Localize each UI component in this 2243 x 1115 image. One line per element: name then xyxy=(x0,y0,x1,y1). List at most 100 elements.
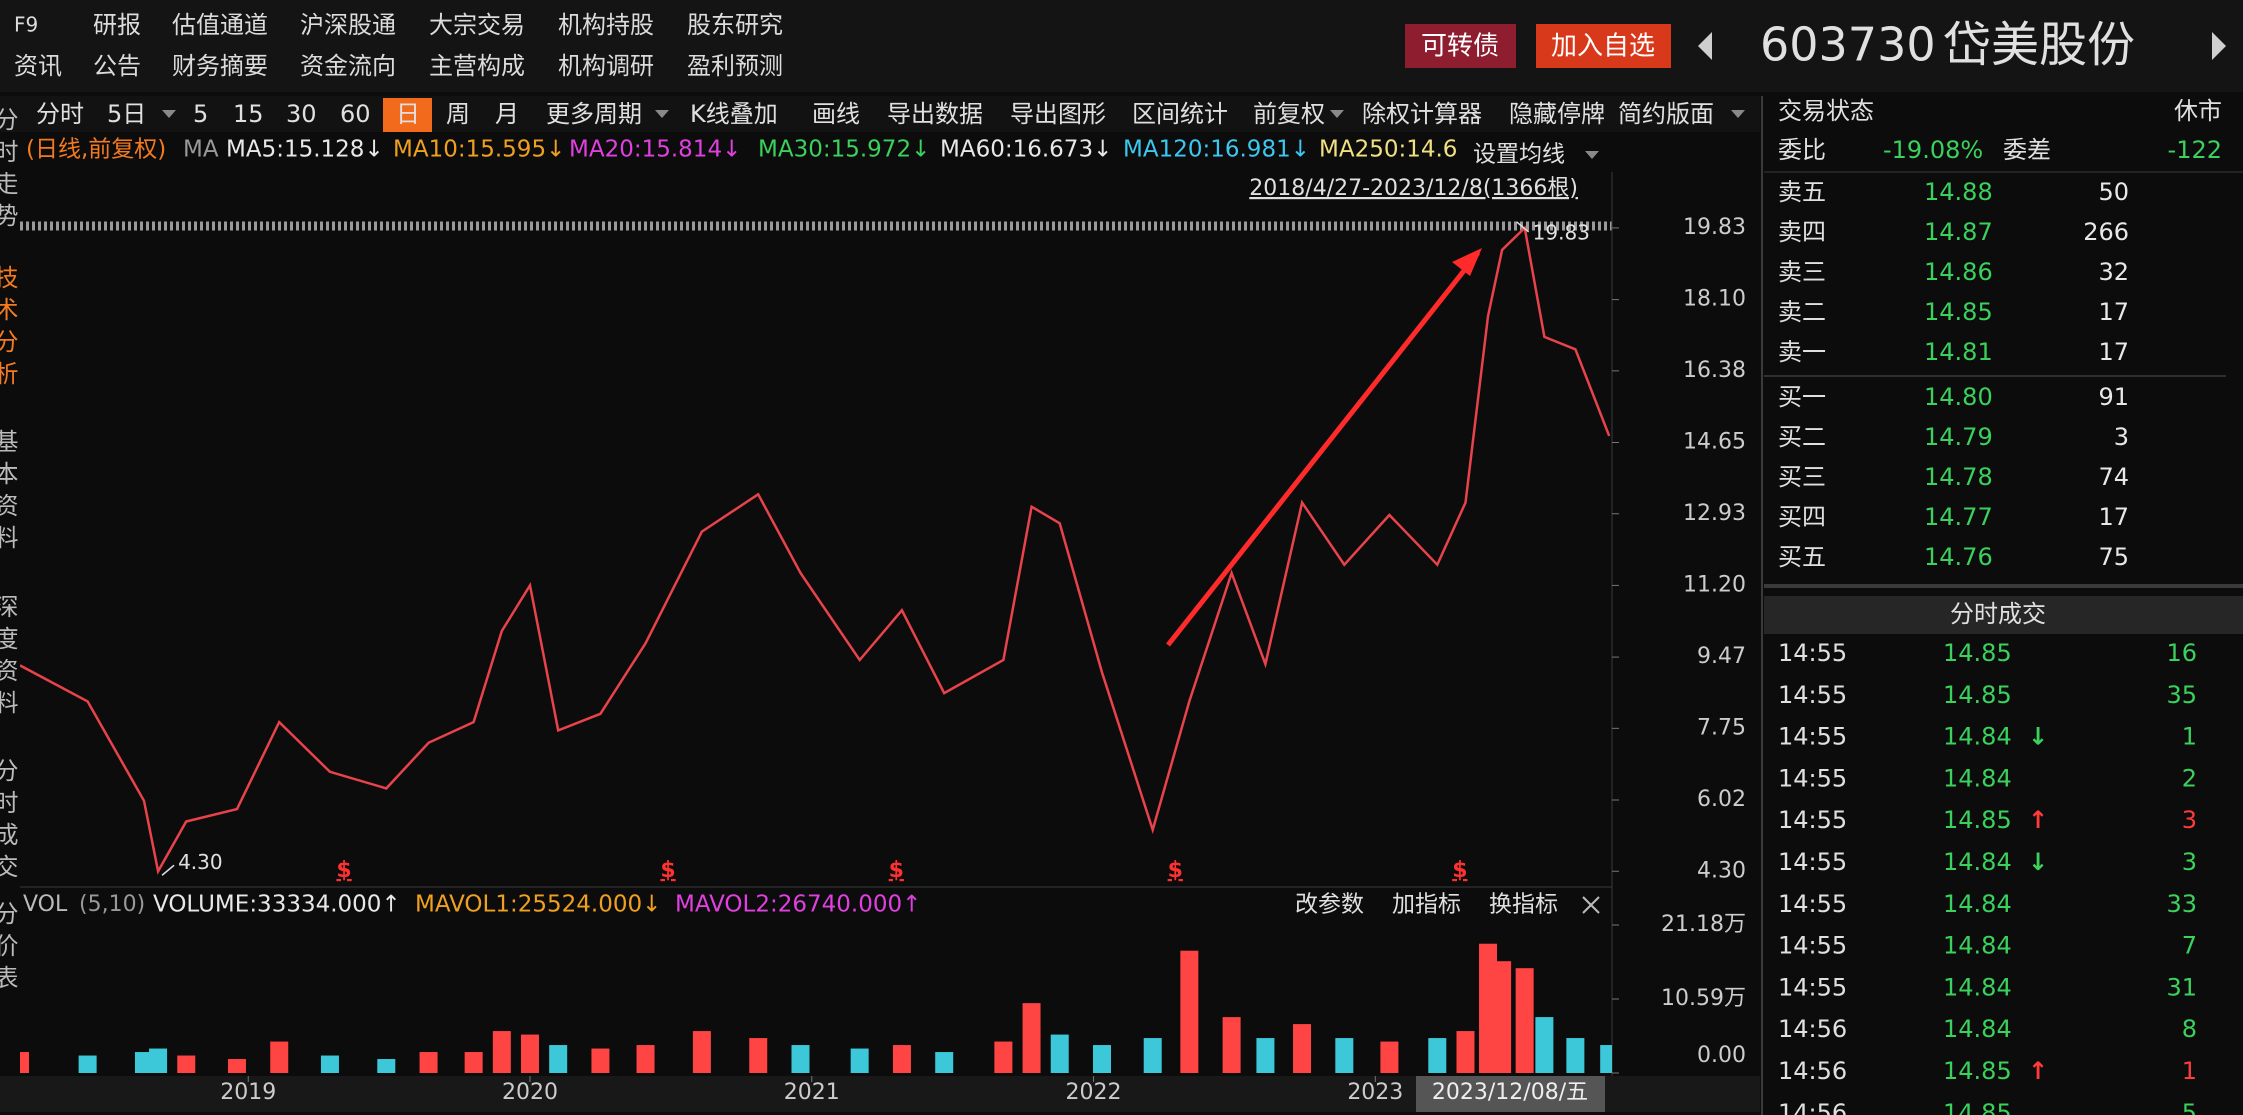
cursor-date: 2023/12/08/五 xyxy=(1432,1080,1588,1105)
convertible-bond-button[interactable] xyxy=(1405,24,1516,68)
toolbar-item[interactable]: 5日 xyxy=(107,100,146,128)
toolbar-item[interactable]: 周 xyxy=(446,100,470,128)
ma-value: MA60:16.673↓ xyxy=(940,137,1112,163)
ma-setting[interactable]: 设置均线 xyxy=(1473,142,1565,168)
ma-label: MA xyxy=(183,137,219,163)
trade-volume: 33 xyxy=(2166,890,2197,918)
button-label[interactable]: 加入自选 xyxy=(1551,32,1655,62)
toolbar-item[interactable]: 简约版面 xyxy=(1618,100,1714,128)
toolbar-item[interactable]: 月 xyxy=(495,100,519,128)
menu-item[interactable]: 估值通道 xyxy=(172,11,268,39)
trade-time: 14:55 xyxy=(1778,848,1847,876)
menu-item[interactable]: 机构持股 xyxy=(558,11,654,39)
menu-item[interactable]: F9 xyxy=(14,13,38,37)
trade-price: 14.85 xyxy=(1943,1057,2012,1085)
side-tab[interactable]: 分时走势 xyxy=(0,107,18,235)
side-tab[interactable]: 分时成交 xyxy=(0,758,18,886)
level-label: 卖二 xyxy=(1778,298,1826,326)
toolbar-item[interactable]: 15 xyxy=(233,100,264,128)
toolbar-item[interactable]: 前复权 xyxy=(1253,100,1325,128)
volume-bar xyxy=(492,1031,511,1073)
volume-bar xyxy=(1515,968,1534,1073)
menu-item[interactable]: 大宗交易 xyxy=(429,11,525,39)
level-label: 买二 xyxy=(1778,423,1826,451)
trade-volume: 3 xyxy=(2182,848,2197,876)
menu-item[interactable]: 资讯 xyxy=(14,52,62,80)
trade-time: 14:55 xyxy=(1778,723,1847,751)
dividend-marker: $ xyxy=(660,858,675,883)
trade-volume: 2 xyxy=(2182,764,2197,792)
price-line xyxy=(20,225,1611,875)
toolbar-item[interactable]: 日 xyxy=(396,100,420,128)
trade-time: 14:55 xyxy=(1778,639,1847,667)
side-tab[interactable]: 技术分析 xyxy=(0,265,18,393)
y-tick-label: 6.02 xyxy=(1697,787,1746,812)
menu-item[interactable]: 股东研究 xyxy=(687,11,783,39)
prev-stock-arrow[interactable] xyxy=(1698,32,1712,60)
trade-time: 14:55 xyxy=(1778,973,1847,1001)
trade-price: 14.85 xyxy=(1943,1099,2012,1115)
stock-code: 603730 xyxy=(1760,18,1936,72)
trade-time: 14:55 xyxy=(1778,806,1847,834)
y-tick-label: 12.93 xyxy=(1683,501,1746,526)
level-volume: 50 xyxy=(2098,178,2129,206)
trade-volume: 7 xyxy=(2182,932,2197,960)
menu-item[interactable]: 盈利预测 xyxy=(687,52,783,80)
indicator-button[interactable]: 加指标 xyxy=(1392,892,1461,918)
side-tab[interactable]: 基本资料 xyxy=(0,429,18,557)
volume-bar xyxy=(749,1038,768,1073)
toolbar-item[interactable]: 区间统计 xyxy=(1132,100,1228,128)
trade-arrow: ↑ xyxy=(2028,806,2048,834)
trade-volume: 3 xyxy=(2182,806,2197,834)
side-tab[interactable]: 分价表 xyxy=(0,901,18,997)
y-tick-label: 19.83 xyxy=(1683,215,1746,240)
menu-item[interactable]: 主营构成 xyxy=(429,52,525,80)
volume-bar xyxy=(994,1041,1013,1073)
high-arrow xyxy=(1516,221,1530,233)
side-tab[interactable]: 深度资料 xyxy=(0,594,18,722)
level-price: 14.78 xyxy=(1924,463,1993,491)
menu-item[interactable]: 机构调研 xyxy=(558,52,654,80)
toolbar-item[interactable]: 除权计算器 xyxy=(1362,100,1482,128)
level-volume: 17 xyxy=(2098,503,2129,531)
toolbar-item[interactable]: 分时 xyxy=(36,100,84,128)
volume-bar xyxy=(791,1045,810,1073)
toolbar-item[interactable]: 更多周期 xyxy=(546,100,642,128)
volume-bar xyxy=(1456,1031,1475,1073)
toolbar-item[interactable]: 60 xyxy=(340,100,371,128)
toolbar-item[interactable]: 隐藏停牌 xyxy=(1509,100,1605,128)
vol-value: MAVOL1:25524.000↓ xyxy=(415,892,661,918)
toolbar-item[interactable]: K线叠加 xyxy=(690,100,778,128)
menu-item[interactable]: 资金流向 xyxy=(300,52,396,80)
indicator-button[interactable]: 换指标 xyxy=(1489,892,1558,918)
toolbar-item[interactable]: 画线 xyxy=(812,100,860,128)
close-indicator-icon[interactable] xyxy=(1582,896,1600,914)
menu-item[interactable]: 研报 xyxy=(93,11,141,39)
add-watchlist-button[interactable] xyxy=(1536,24,1671,68)
x-tick-label: 2019 xyxy=(220,1080,276,1105)
toolbar-item[interactable]: 30 xyxy=(286,100,317,128)
toolbar-item[interactable]: 导出数据 xyxy=(887,100,983,128)
volume-bar xyxy=(1143,1038,1162,1073)
menu-item[interactable]: 沪深股通 xyxy=(300,11,396,39)
indicator-button[interactable]: 改参数 xyxy=(1295,892,1364,918)
volume-bar xyxy=(320,1055,339,1073)
level-volume: 75 xyxy=(2098,543,2129,571)
menu-item[interactable]: 财务摘要 xyxy=(172,52,268,80)
level-price: 14.77 xyxy=(1924,503,1993,531)
menu-item[interactable]: 公告 xyxy=(93,52,141,80)
level-volume: 17 xyxy=(2098,298,2129,326)
toolbar-item[interactable]: 导出图形 xyxy=(1010,100,1106,128)
button-label[interactable]: 可转债 xyxy=(1421,32,1499,62)
trade-price: 14.85 xyxy=(1943,639,2012,667)
trade-price: 14.84 xyxy=(1943,932,2012,960)
dividend-marker: $ xyxy=(1168,858,1183,883)
volume-bar xyxy=(419,1052,438,1073)
trade-arrow: ↓ xyxy=(2028,723,2048,751)
next-stock-arrow[interactable] xyxy=(2212,32,2226,60)
level-label: 卖一 xyxy=(1778,338,1826,366)
toolbar-item[interactable]: 5 xyxy=(193,100,208,128)
trade-time: 14:55 xyxy=(1778,932,1847,960)
volume-bar xyxy=(1256,1038,1275,1073)
